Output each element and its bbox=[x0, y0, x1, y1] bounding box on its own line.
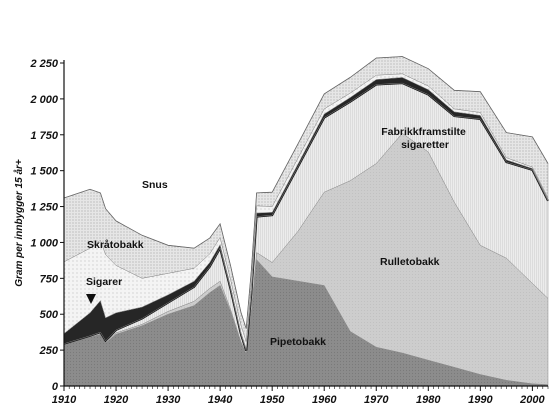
sigarer-arrow-icon bbox=[86, 294, 96, 304]
label-sigarer: Sigarer bbox=[86, 276, 122, 288]
label-rulletobakk: Rulletobakk bbox=[380, 256, 440, 268]
y-axis-ticks: 0 250 500 750 1 000 1 250 1 500 1 750 2 000 2 250 bbox=[29, 58, 64, 393]
y-tick-label: 250 bbox=[39, 345, 59, 357]
y-tick-label: 750 bbox=[40, 273, 59, 285]
x-tick-label: 1940 bbox=[208, 394, 233, 406]
y-tick-label: 0 bbox=[52, 381, 59, 393]
label-snus: Snus bbox=[142, 179, 168, 191]
y-tick-label: 500 bbox=[40, 309, 59, 321]
total-outline bbox=[63, 56, 549, 329]
x-tick-label: 1930 bbox=[156, 394, 181, 406]
x-tick-label: 1950 bbox=[260, 394, 285, 406]
x-tick-label: 2000 bbox=[519, 394, 545, 406]
y-tick-label: 1 250 bbox=[30, 202, 58, 214]
y-tick-label: 1 000 bbox=[30, 237, 58, 249]
x-axis-ticks: 1910 1920 1930 1940 1950 1960 1970 1980 1990 2000 bbox=[52, 386, 549, 406]
label-fabrikkframstilte: Fabrikkframstilte sigaretter bbox=[381, 126, 469, 151]
stacked-areas bbox=[63, 56, 549, 387]
y-tick-label: 1 500 bbox=[30, 166, 58, 178]
x-tick-label: 1910 bbox=[52, 394, 77, 406]
x-tick-label: 1980 bbox=[416, 394, 441, 406]
label-pipetobakk: Pipetobakk bbox=[270, 336, 326, 348]
y-tick-label: 2 000 bbox=[29, 94, 58, 106]
x-tick-label: 1970 bbox=[364, 394, 389, 406]
x-tick-label: 1990 bbox=[468, 394, 493, 406]
y-tick-label: 1 750 bbox=[30, 130, 58, 142]
y-tick-label: 2 250 bbox=[29, 58, 58, 70]
label-skratobakk: Skråtobakk bbox=[87, 239, 144, 251]
x-tick-label: 1920 bbox=[104, 394, 129, 406]
y-axis-title: Gram per innbygger 15 år+ bbox=[13, 159, 25, 287]
x-tick-label: 1960 bbox=[312, 394, 337, 406]
